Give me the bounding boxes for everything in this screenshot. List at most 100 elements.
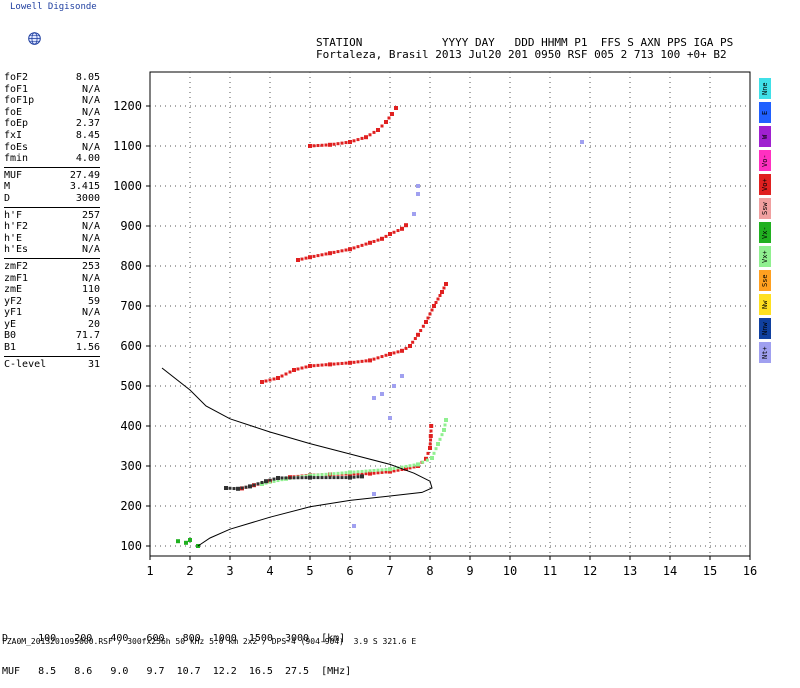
legend-item: Vo+	[759, 174, 771, 195]
y-tick-label: 1200	[113, 99, 142, 113]
echo-point	[408, 466, 412, 470]
echo-point	[276, 376, 280, 380]
scaled-parameters-panel: foF2 8.05 foF1 N/A foF1p N/A foE N/A foEp 2.37 fxI…	[4, 72, 100, 370]
legend-item: Nnw	[759, 318, 771, 339]
echo-point	[392, 469, 396, 473]
y-tick-label: 800	[120, 259, 142, 273]
echo-point	[292, 368, 296, 372]
echo-point	[236, 486, 240, 491]
echo-point	[352, 139, 356, 143]
echo-point	[244, 485, 248, 489]
echo-point	[426, 316, 430, 320]
echo-point	[360, 243, 364, 247]
echo-point	[340, 471, 344, 475]
echo-point	[380, 392, 384, 396]
echo-point	[348, 470, 352, 475]
legend-item: Sse	[759, 270, 771, 291]
x-tick-label: 16	[743, 564, 757, 578]
polarization-legend: Nne E W Vo- Vo+ Ssw Vx- Vx+ Sse Nw Nnw Nt+	[759, 78, 772, 366]
echo-point	[352, 360, 356, 364]
param-label: h'F2	[4, 221, 29, 233]
echo-point	[308, 144, 312, 148]
x-tick-label: 5	[306, 564, 313, 578]
echo-point	[434, 447, 438, 451]
echo-point	[425, 458, 429, 462]
param-label: h'Es	[4, 244, 29, 256]
echo-point	[312, 254, 316, 258]
echo-point	[416, 332, 420, 337]
echo-point	[304, 365, 308, 369]
echo-point	[316, 254, 320, 258]
echo-point	[384, 468, 388, 472]
echo-point	[396, 468, 400, 472]
echo-point	[356, 475, 360, 479]
param-label: foF1p	[4, 95, 35, 107]
echo-point	[429, 424, 434, 428]
param-label: h'F	[4, 209, 23, 221]
param-label: foEp	[4, 118, 29, 130]
param-label: B1	[4, 342, 17, 354]
echo-point	[352, 524, 356, 528]
echo-point	[352, 472, 356, 476]
param-label: D	[4, 192, 11, 204]
echo-point	[436, 442, 440, 446]
echo-point	[340, 141, 344, 145]
echo-point	[380, 124, 384, 128]
echo-point	[392, 351, 396, 355]
echo-point	[176, 539, 180, 544]
echo-point	[188, 538, 192, 542]
echo-point	[328, 362, 332, 367]
param-row: h'F2 N/A	[4, 221, 100, 233]
echo-point	[392, 384, 396, 388]
echo-point	[400, 465, 404, 469]
echo-point	[419, 329, 423, 333]
param-value: N/A	[81, 141, 100, 153]
echo-point	[304, 476, 308, 480]
echo-point	[438, 437, 442, 441]
x-tick-label: 14	[663, 564, 677, 578]
param-label: h'E	[4, 232, 23, 244]
echo-point	[388, 352, 392, 356]
echo-point	[304, 256, 308, 260]
param-row: h'Es N/A	[4, 244, 100, 256]
echo-point	[416, 184, 420, 188]
param-value: 8.45	[75, 129, 100, 141]
echo-point	[442, 286, 446, 290]
echo-point	[400, 226, 404, 231]
echo-point	[364, 359, 368, 363]
param-row: M 3.415	[4, 181, 100, 193]
param-label: foE	[4, 106, 23, 118]
x-tick-label: 4	[266, 564, 273, 578]
echo-point	[280, 476, 284, 480]
param-row: yE 20	[4, 319, 100, 331]
param-value: 1.56	[75, 342, 100, 354]
param-value: 71.7	[75, 330, 100, 342]
echo-point	[184, 540, 188, 545]
echo-point	[412, 212, 416, 216]
echo-point	[340, 249, 344, 253]
param-value: 4.00	[75, 153, 100, 165]
echo-point	[280, 478, 284, 482]
echo-point	[296, 367, 300, 371]
echo-point	[268, 480, 272, 484]
echo-point	[232, 487, 236, 491]
echo-point	[432, 451, 436, 455]
echo-point	[344, 141, 348, 145]
echo-point	[320, 473, 324, 477]
echo-point	[380, 355, 384, 359]
echo-point	[348, 360, 352, 365]
echo-point	[324, 252, 328, 256]
param-value: 59	[87, 295, 100, 307]
param-row: foE N/A	[4, 107, 100, 119]
echo-point	[324, 472, 328, 476]
echo-point	[392, 230, 396, 234]
echo-point	[380, 468, 384, 472]
echo-point	[336, 250, 340, 254]
echo-point	[444, 418, 448, 422]
echo-point	[376, 471, 380, 475]
param-label: C-level	[4, 358, 47, 370]
echo-point	[356, 138, 360, 142]
param-value: N/A	[81, 221, 100, 233]
echo-point	[272, 477, 276, 481]
echo-point	[440, 290, 444, 294]
